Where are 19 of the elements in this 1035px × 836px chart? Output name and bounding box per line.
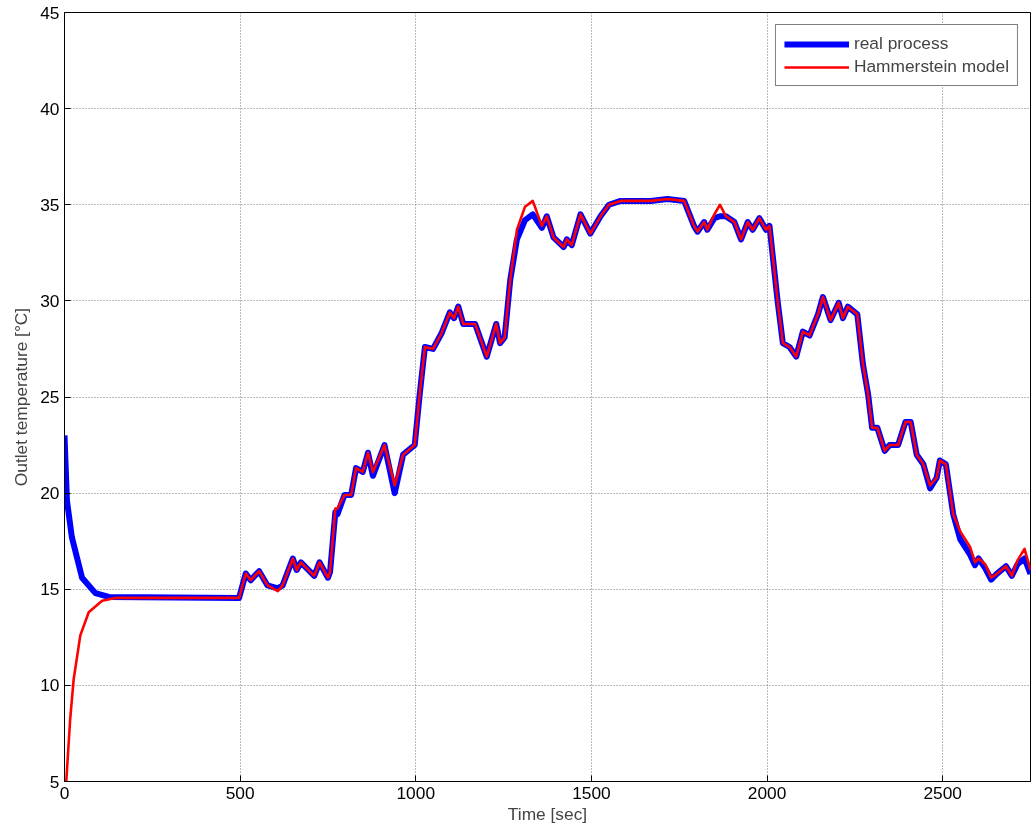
- x-tick-label: 500: [225, 782, 255, 803]
- y-tick-label: 45: [40, 2, 60, 23]
- y-tick-label: 20: [40, 483, 60, 504]
- y-tick-label: 25: [40, 387, 60, 407]
- x-tick-label: 1000: [396, 782, 436, 803]
- x-tick-label: 1500: [572, 782, 611, 803]
- x-axis-title: Time [sec]: [507, 803, 588, 824]
- x-tick-label: 2500: [923, 782, 962, 803]
- legend-label: Hammerstein model: [853, 56, 1009, 77]
- y-tick-label: 35: [40, 194, 60, 215]
- y-axis-title: Outlet temperature [°C]: [11, 307, 32, 487]
- y-tick-label: 40: [40, 98, 60, 119]
- x-tick-label: 2000: [747, 782, 787, 803]
- y-tick-label: 30: [40, 290, 60, 311]
- y-tick-label: 10: [40, 675, 60, 696]
- x-tick-label: 0: [59, 782, 70, 803]
- y-tick-label: 5: [49, 771, 60, 792]
- legend-label: real process: [853, 33, 949, 54]
- y-tick-label: 15: [40, 579, 60, 600]
